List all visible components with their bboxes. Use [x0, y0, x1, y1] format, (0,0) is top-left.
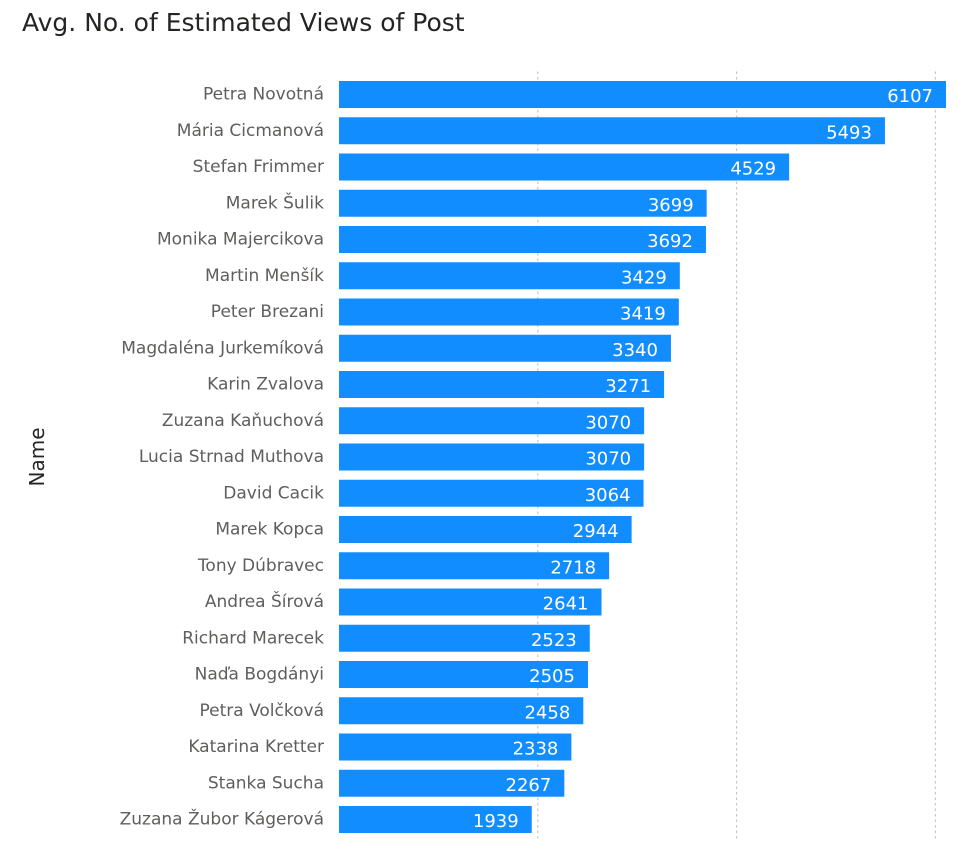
category-label: Petra Novotná — [203, 85, 324, 105]
category-label: Mária Cicmanová — [177, 121, 324, 141]
bar[interactable] — [339, 624, 590, 652]
data-label: 2458 — [524, 702, 570, 723]
bar[interactable] — [339, 516, 632, 543]
data-label: 3692 — [647, 231, 693, 252]
bar[interactable] — [339, 806, 532, 833]
bar[interactable] — [339, 81, 946, 108]
bar[interactable] — [339, 371, 665, 398]
category-label: Stefan Frimmer — [193, 157, 324, 177]
bar[interactable] — [339, 226, 706, 253]
data-label: 1939 — [473, 811, 519, 832]
bar[interactable] — [339, 697, 584, 725]
data-label: 6107 — [887, 86, 933, 107]
category-label: Naďa Bogdányi — [195, 665, 324, 685]
bar[interactable] — [339, 479, 644, 507]
bar[interactable] — [339, 262, 680, 290]
bar[interactable] — [339, 153, 790, 181]
data-label: 3070 — [585, 449, 631, 470]
data-label: 4529 — [730, 159, 776, 180]
bar[interactable] — [339, 769, 565, 797]
data-label: 2944 — [573, 521, 619, 542]
bars — [339, 81, 946, 833]
category-label: Zuzana Žubor Kágerová — [120, 808, 324, 830]
category-label: Magdaléna Jurkemíková — [121, 338, 324, 358]
category-label: Richard Marecek — [182, 628, 324, 648]
data-label: 3064 — [585, 485, 631, 506]
category-label: Petra Volčková — [200, 701, 324, 721]
data-labels: 6107 5493 4529 3699 3692 3429 3419 3340 3271 3070… — [473, 86, 933, 832]
data-label: 2523 — [531, 630, 577, 651]
bar[interactable] — [339, 588, 602, 616]
data-label: 2338 — [513, 739, 559, 760]
data-label: 2505 — [529, 666, 575, 687]
bar[interactable] — [339, 407, 645, 435]
data-label: 2267 — [506, 775, 552, 796]
category-label: Peter Brezani — [211, 302, 324, 322]
bar[interactable] — [339, 552, 610, 580]
category-labels: Petra Novotná Mária Cicmanová Stefan Frimm… — [120, 85, 325, 830]
category-label: Monika Majercikova — [157, 230, 324, 250]
bar[interactable] — [339, 443, 645, 471]
category-label: Tony Dúbravec — [197, 556, 324, 576]
bar[interactable] — [339, 661, 588, 688]
data-label: 3070 — [585, 412, 631, 433]
data-label: 5493 — [826, 122, 872, 143]
data-label: 2718 — [550, 557, 596, 578]
category-label: Marek Šulik — [226, 191, 324, 213]
category-label: Katarina Kretter — [188, 737, 324, 757]
bar[interactable] — [339, 733, 572, 761]
bar[interactable] — [339, 298, 679, 326]
category-label: Karin Zvalova — [207, 375, 324, 395]
data-label: 3271 — [605, 376, 651, 397]
category-label: Martin Menšík — [205, 266, 324, 286]
category-label: Lucia Strnad Muthova — [139, 447, 324, 467]
data-label: 3340 — [612, 340, 658, 361]
category-label: David Cacik — [223, 483, 324, 503]
chart-title: Avg. No. of Estimated Views of Post — [22, 8, 465, 37]
category-label: Zuzana Kaňuchová — [162, 411, 324, 431]
bar[interactable] — [339, 117, 885, 145]
data-label: 2641 — [543, 594, 589, 615]
data-label: 3699 — [648, 195, 694, 216]
category-label: Andrea Šírová — [205, 590, 324, 612]
bar[interactable] — [339, 334, 671, 362]
data-label: 3419 — [620, 304, 666, 325]
data-label: 3429 — [621, 267, 667, 288]
category-label: Stanka Sucha — [208, 773, 324, 793]
category-label: Marek Kopca — [215, 520, 324, 540]
bar[interactable] — [339, 189, 707, 217]
